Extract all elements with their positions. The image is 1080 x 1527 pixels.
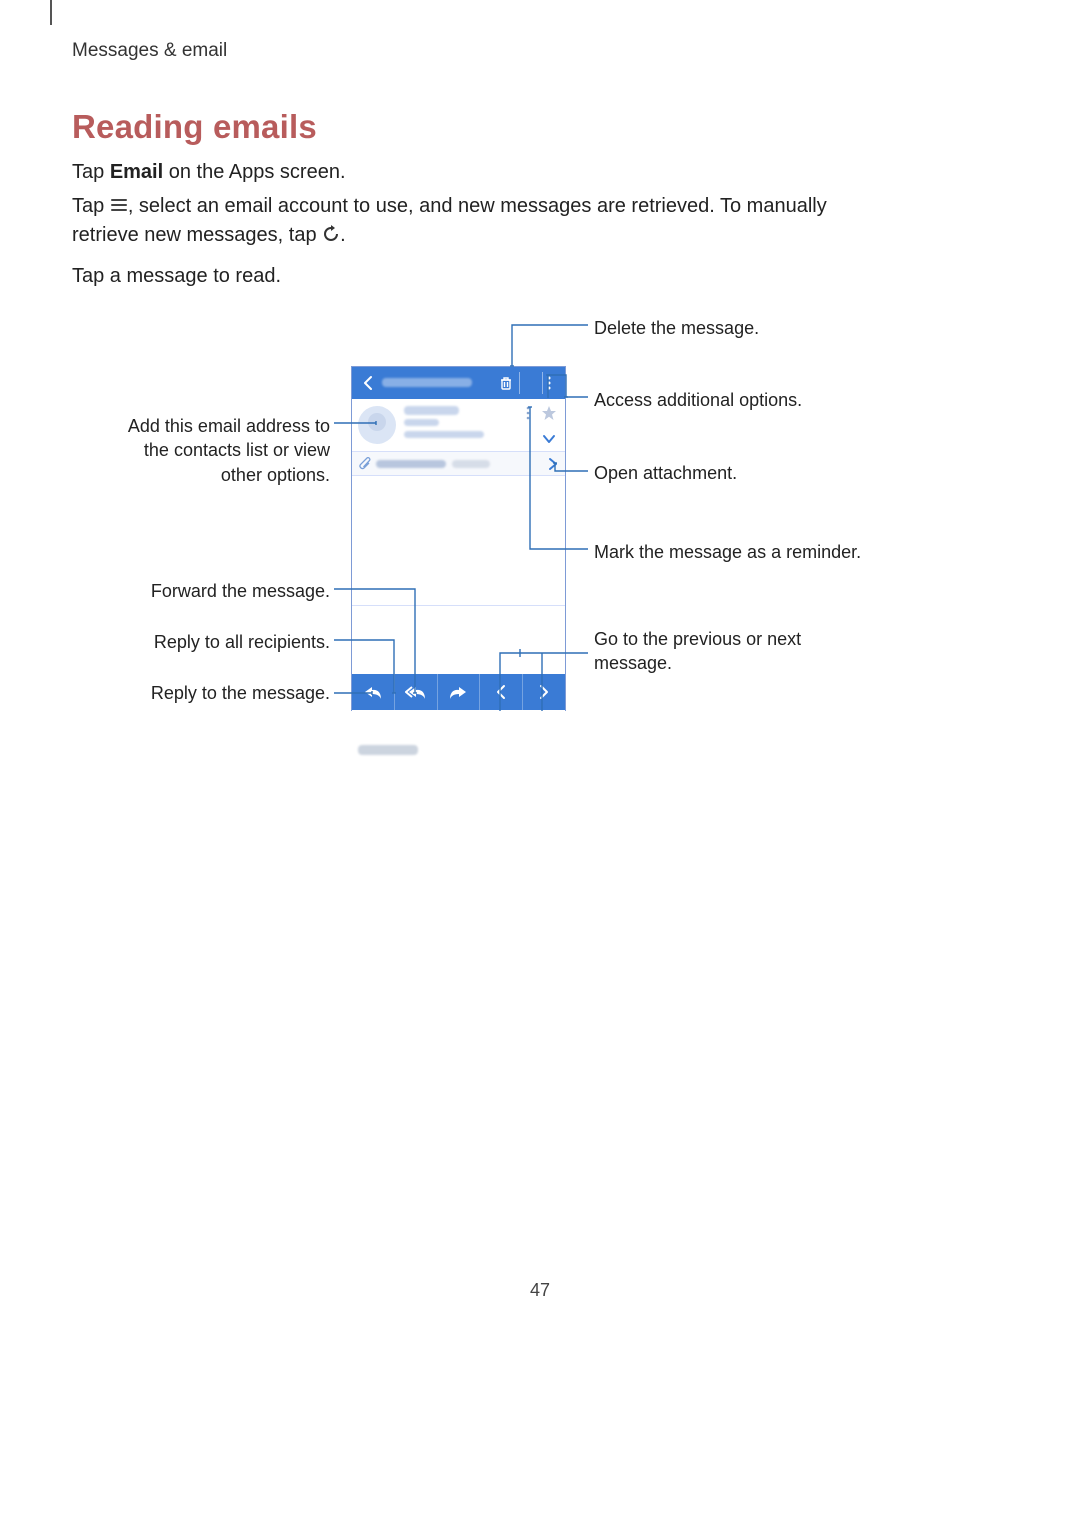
- menu-icon: [110, 196, 128, 214]
- page-number: 47: [0, 1280, 1080, 1301]
- next-button[interactable]: [523, 674, 565, 710]
- avatar-icon[interactable]: [358, 406, 396, 444]
- star-icon[interactable]: [541, 405, 557, 421]
- p2-middle: , select an email account to use, and ne…: [72, 195, 827, 246]
- prev-button[interactable]: [480, 674, 523, 710]
- trash-icon[interactable]: [490, 367, 522, 399]
- annotated-screenshot: Add this email address to the contacts l…: [100, 315, 880, 735]
- p2-prefix: Tap: [72, 195, 110, 217]
- callout-attach: Open attachment.: [594, 461, 737, 485]
- p1-suffix: on the Apps screen.: [163, 161, 345, 183]
- sender-row: [352, 399, 565, 452]
- header-crop-mark: [50, 0, 52, 25]
- more-vert-icon[interactable]: [533, 367, 565, 399]
- attach-size-blur: [452, 460, 490, 468]
- more-vert-small-icon[interactable]: [521, 405, 535, 421]
- email-footer: [352, 674, 565, 710]
- phone-mock: [351, 366, 566, 711]
- paragraph-3: Tap a message to read.: [72, 262, 281, 291]
- attachment-row[interactable]: [352, 452, 565, 476]
- manual-page: Messages & email Reading emails Tap Emai…: [0, 0, 1080, 1527]
- forward-button[interactable]: [438, 674, 481, 710]
- callout-delete: Delete the message.: [594, 316, 759, 340]
- paragraph-2: Tap , select an email account to use, an…: [72, 192, 872, 250]
- paragraph-1: Tap Email on the Apps screen.: [72, 158, 346, 187]
- paperclip-icon: [358, 457, 372, 471]
- callout-replyall: Reply to all recipients.: [100, 630, 330, 654]
- chevron-down-icon[interactable]: [541, 433, 557, 445]
- callout-nav: Go to the previous or next message.: [594, 627, 814, 676]
- email-titlebar: [352, 367, 565, 399]
- callout-reminder: Mark the message as a reminder.: [594, 540, 861, 564]
- body-text-blur: [358, 745, 418, 755]
- back-icon[interactable]: [352, 367, 384, 399]
- p1-prefix: Tap: [72, 161, 110, 183]
- p1-app-name: Email: [110, 161, 163, 183]
- callout-forward: Forward the message.: [100, 579, 330, 603]
- sender-date-blur: [404, 431, 484, 438]
- chevron-right-icon: [547, 457, 559, 471]
- sender-name-blur: [404, 406, 459, 415]
- callout-contact: Add this email address to the contacts l…: [100, 414, 330, 487]
- breadcrumb: Messages & email: [72, 40, 227, 62]
- reply-all-button[interactable]: [395, 674, 438, 710]
- body-sep: [352, 605, 565, 606]
- section-heading: Reading emails: [72, 108, 317, 146]
- p2-suffix: .: [340, 224, 346, 246]
- callout-reply: Reply to the message.: [100, 681, 330, 705]
- callout-options: Access additional options.: [594, 388, 802, 412]
- reply-button[interactable]: [352, 674, 395, 710]
- subject-blur: [382, 378, 472, 387]
- refresh-icon: [322, 225, 340, 243]
- attach-name-blur: [376, 460, 446, 468]
- sender-to-blur: [404, 419, 439, 426]
